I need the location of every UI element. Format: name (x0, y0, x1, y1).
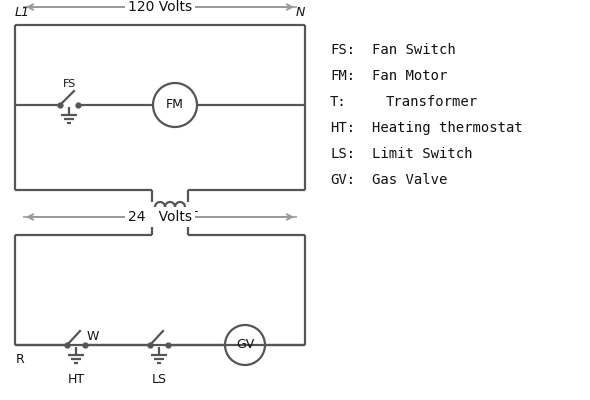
Text: Transformer: Transformer (386, 95, 478, 109)
Text: LS: LS (152, 373, 166, 386)
Text: Gas Valve: Gas Valve (372, 173, 447, 187)
Text: Heating thermostat: Heating thermostat (372, 121, 523, 135)
Text: Limit Switch: Limit Switch (372, 147, 473, 161)
Text: Fan Switch: Fan Switch (372, 43, 455, 57)
Text: GV: GV (236, 338, 254, 352)
Text: HT:: HT: (330, 121, 355, 135)
Text: GV:: GV: (330, 173, 355, 187)
Text: 24   Volts: 24 Volts (128, 210, 192, 224)
Text: T: T (190, 210, 198, 224)
Text: T:: T: (330, 95, 347, 109)
Text: 120 Volts: 120 Volts (128, 0, 192, 14)
Text: N: N (296, 6, 305, 19)
Text: Fan Motor: Fan Motor (372, 69, 447, 83)
Text: L1: L1 (15, 6, 30, 19)
Text: LS:: LS: (330, 147, 355, 161)
Text: FM:: FM: (330, 69, 355, 83)
Text: W: W (87, 330, 99, 343)
Text: HT: HT (67, 373, 84, 386)
Text: FS:: FS: (330, 43, 355, 57)
Text: R: R (16, 353, 25, 366)
Text: FM: FM (166, 98, 184, 112)
Text: FS: FS (63, 79, 76, 89)
